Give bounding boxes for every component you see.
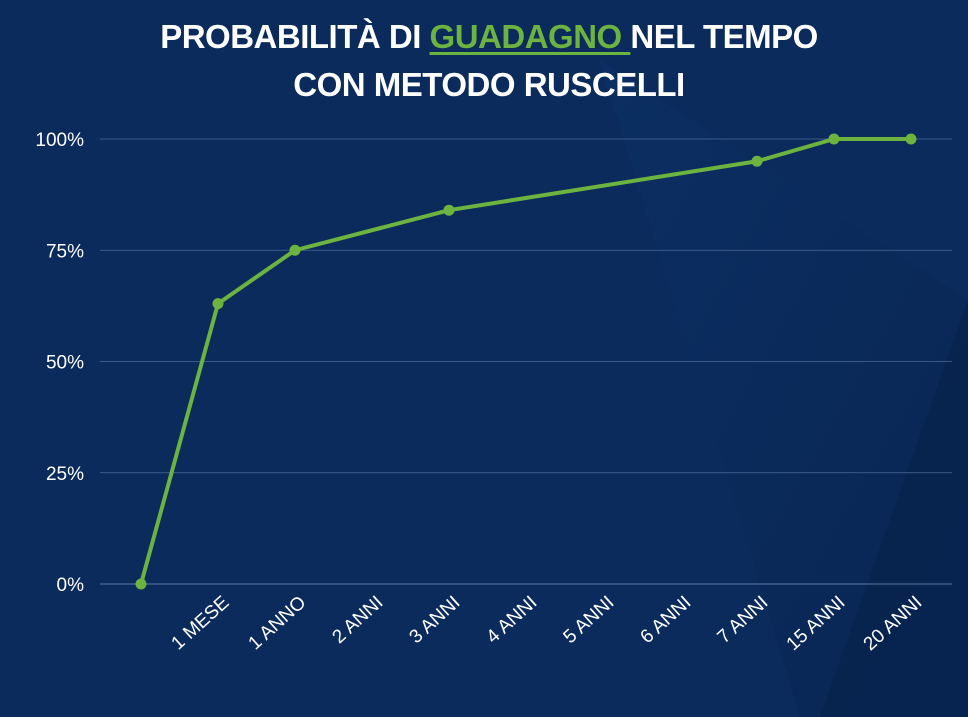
x-tick-label: 2 ANNI [329, 592, 388, 648]
data-point [751, 155, 763, 167]
data-point [135, 578, 147, 590]
data-point [212, 298, 224, 310]
data-point [443, 204, 455, 216]
y-tick-label: 25% [46, 464, 84, 485]
y-tick-label: 0% [57, 575, 85, 596]
x-tick-label: 5 ANNI [560, 592, 619, 648]
x-tick-label: 20 ANNI [860, 592, 927, 655]
x-tick-label: 15 ANNI [783, 592, 850, 655]
chart-title: PROBABILITÀ DI GUADAGNO NEL TEMPO [0, 18, 968, 56]
x-tick-label: 4 ANNI [483, 592, 542, 648]
data-point [905, 133, 917, 145]
x-tick-label: 6 ANNI [637, 592, 696, 648]
data-point [828, 133, 840, 145]
chart-subtitle: CON METODO RUSCELLI [293, 66, 685, 103]
data-point [289, 244, 301, 256]
y-tick-label: 100% [35, 130, 84, 151]
x-tick-label: 1 MESE [167, 592, 233, 654]
y-tick-label: 75% [46, 241, 84, 262]
x-tick-label: 3 ANNI [406, 592, 465, 648]
x-tick-label: 1 ANNO [244, 592, 310, 654]
y-tick-label: 50% [46, 353, 84, 374]
title-highlight: GUADAGNO [429, 18, 631, 55]
x-tick-label: 7 ANNI [714, 592, 773, 648]
title-text-start: PROBABILITÀ DI [160, 18, 430, 55]
title-text-end: NEL TEMPO [630, 18, 818, 55]
